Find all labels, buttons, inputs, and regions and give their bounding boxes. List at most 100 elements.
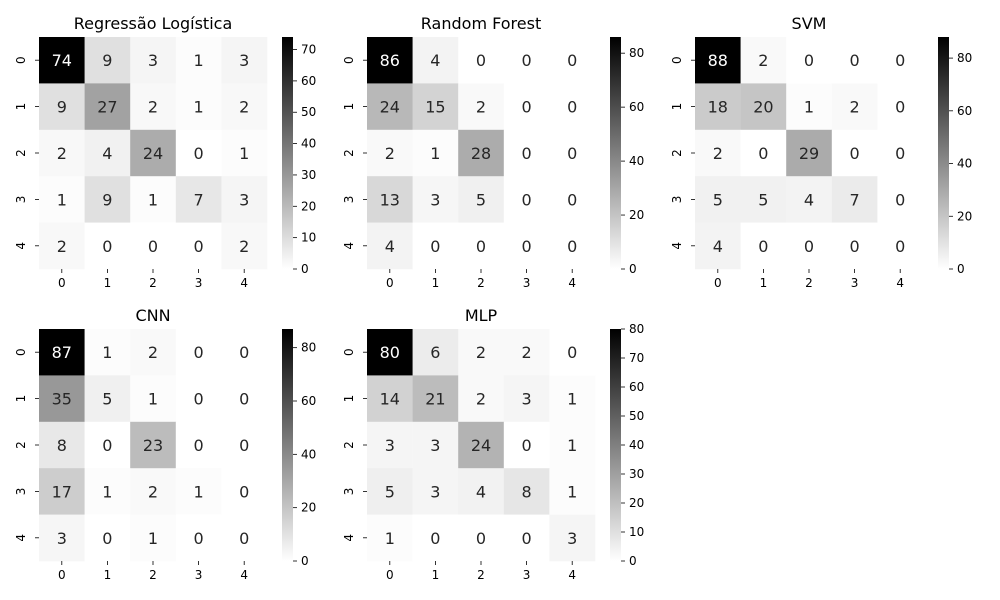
heatmap-cell (367, 129, 413, 177)
y-tick-label: 4 (670, 242, 684, 250)
x-tick-label: 4 (896, 276, 904, 290)
cell-value-label: 0 (194, 390, 204, 409)
x-tick-label: 3 (195, 568, 203, 582)
panel-title: MLP (465, 306, 498, 325)
heatmap-cell (786, 222, 833, 270)
cell-value-label: 2 (148, 343, 158, 362)
y-tick-label: 3 (342, 196, 356, 204)
heatmap-cell (831, 222, 878, 270)
cell-value-label: 15 (425, 98, 445, 117)
panel-title: Random Forest (421, 14, 541, 33)
heatmap-cell (458, 468, 505, 515)
colorbar-tick-label: 40 (629, 438, 644, 452)
colorbar-tick-label: 40 (301, 137, 316, 151)
heatmap-cell (458, 222, 505, 270)
heatmap-cell (130, 222, 177, 270)
heatmap-cell (740, 129, 787, 177)
cell-value-label: 21 (425, 390, 445, 409)
heatmap-cell (130, 514, 177, 562)
heatmap-cell (695, 37, 741, 84)
x-tick-label: 3 (195, 276, 203, 290)
cell-value-label: 1 (148, 390, 158, 409)
cell-value-label: 2 (239, 237, 249, 256)
cell-value-label: 8 (57, 436, 67, 455)
cell-value-label: 1 (194, 98, 204, 117)
cell-value-label: 0 (102, 436, 112, 455)
heatmap-cell (503, 176, 550, 223)
y-tick-label: 2 (670, 149, 684, 157)
cell-value-label: 0 (239, 390, 249, 409)
heatmap-cell (367, 468, 413, 515)
colorbar (938, 37, 949, 269)
heatmap-cell (412, 83, 459, 131)
cell-value-label: 7 (194, 190, 204, 209)
cell-value-label: 1 (194, 51, 204, 70)
heatmap-cell (175, 222, 222, 270)
colorbar-tick-label: 40 (629, 154, 644, 168)
x-tick-label: 3 (523, 568, 531, 582)
cell-value-label: 3 (57, 529, 67, 548)
cell-value-label: 3 (385, 436, 395, 455)
heatmap-cell (503, 375, 550, 423)
heatmap-cell (367, 375, 413, 423)
cell-value-label: 2 (713, 144, 723, 163)
cell-value-label: 0 (476, 529, 486, 548)
cell-value-label: 0 (567, 190, 577, 209)
cell-value-label: 2 (758, 51, 768, 70)
colorbar-tick-label: 50 (629, 409, 644, 423)
heatmap-cell (786, 37, 833, 84)
cell-value-label: 3 (567, 529, 577, 548)
cell-value-label: 0 (567, 144, 577, 163)
y-tick-label: 1 (342, 395, 356, 403)
cell-value-label: 5 (102, 390, 112, 409)
colorbar-tick-label: 0 (301, 262, 309, 276)
cell-value-label: 20 (753, 98, 773, 117)
heatmap-cell (458, 329, 505, 376)
heatmap-cell (549, 375, 596, 423)
heatmap-cell (831, 129, 878, 177)
cell-value-label: 0 (239, 529, 249, 548)
cell-value-label: 0 (194, 144, 204, 163)
heatmap-cell (740, 83, 787, 131)
heatmap-cell (549, 222, 596, 270)
colorbar-tick-label: 80 (629, 46, 644, 60)
panel-title: SVM (792, 14, 827, 33)
cell-value-label: 1 (385, 529, 395, 548)
colorbar-tick-label: 80 (301, 341, 316, 355)
heatmap-cell (175, 176, 222, 223)
cell-value-label: 1 (57, 190, 67, 209)
heatmap-cell (84, 176, 131, 223)
heatmap-cell (39, 329, 85, 376)
heatmap-cell (740, 37, 787, 84)
y-tick-label: 1 (342, 103, 356, 111)
x-tick-label: 0 (386, 276, 394, 290)
heatmap-cell (84, 329, 131, 376)
heatmap-cell (412, 421, 459, 469)
heatmap-cell (39, 421, 85, 469)
cell-value-label: 0 (758, 237, 768, 256)
x-tick-label: 0 (386, 568, 394, 582)
y-tick-label: 3 (342, 488, 356, 496)
x-tick-label: 2 (149, 276, 157, 290)
colorbar-tick-label: 20 (629, 208, 644, 222)
cell-value-label: 24 (143, 144, 163, 163)
cell-value-label: 24 (380, 98, 400, 117)
heatmap-cell (412, 37, 459, 84)
y-tick-label: 3 (670, 196, 684, 204)
heatmap-cell (458, 421, 505, 469)
heatmap-cell (695, 129, 741, 177)
heatmap-cell (503, 37, 550, 84)
heatmap-cell (877, 83, 924, 131)
colorbar (610, 37, 621, 269)
cell-value-label: 2 (476, 98, 486, 117)
heatmap-cell (367, 421, 413, 469)
cell-value-label: 35 (52, 390, 72, 409)
heatmap-cell (786, 176, 833, 223)
heatmap-cell (412, 375, 459, 423)
heatmap-cell (877, 222, 924, 270)
cell-value-label: 14 (380, 390, 400, 409)
colorbar-tick-label: 20 (957, 209, 972, 223)
